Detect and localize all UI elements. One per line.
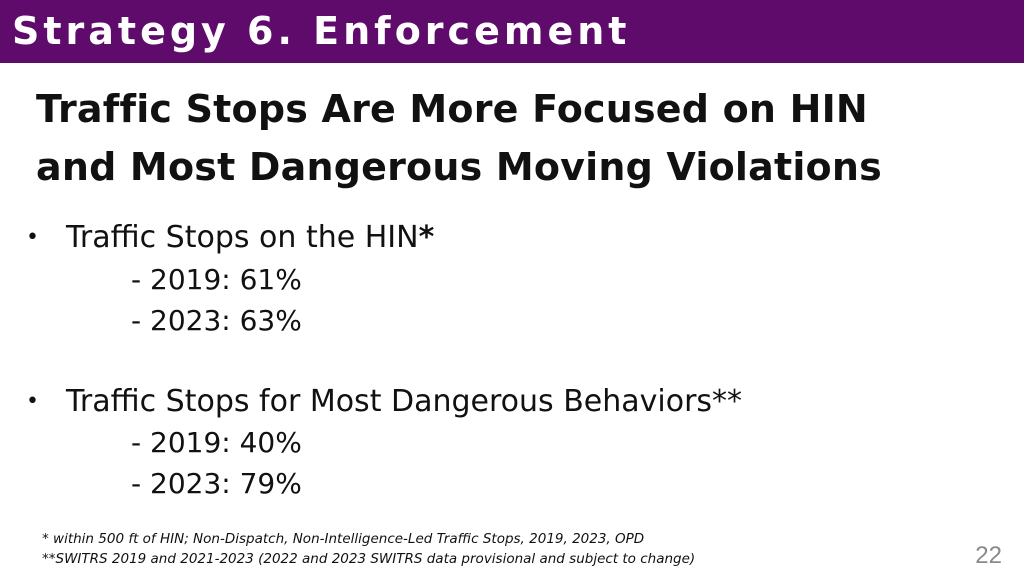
- section-title: Strategy 6. Enforcement: [12, 9, 631, 53]
- sub-item-behaviors-2023: - 2023: 79%: [131, 467, 302, 500]
- slide-title-line-1: Traffic Stops Are More Focused on HIN: [36, 87, 868, 131]
- sub-item-behaviors-2019: - 2019: 40%: [131, 426, 302, 459]
- sub-item-hin-2019: - 2019: 61%: [131, 263, 302, 296]
- slide-title: Traffic Stops Are More Focused on HIN an…: [36, 80, 1006, 196]
- bullet-hin-stops: • Traffic Stops on the HIN*: [26, 218, 434, 258]
- bullet-text: Traffic Stops for Most Dangerous Behavio…: [66, 384, 742, 419]
- page-number: 22: [975, 542, 1002, 569]
- footnote-switrs: **SWITRS 2019 and 2021-2023 (2022 and 20…: [42, 551, 696, 567]
- bullet-marker: •: [26, 389, 39, 414]
- bullet-marker: •: [26, 225, 39, 250]
- footnote-hin: * within 500 ft of HIN; Non-Dispatch, No…: [42, 531, 645, 547]
- sub-item-hin-2023: - 2023: 63%: [131, 304, 302, 337]
- slide-title-line-2: and Most Dangerous Moving Violations: [36, 145, 882, 189]
- bullet-dangerous-behaviors: • Traffic Stops for Most Dangerous Behavi…: [26, 382, 742, 422]
- bullet-label: Traffic Stops for Most Dangerous Behavio…: [66, 384, 743, 419]
- bullet-footnote-mark: *: [418, 220, 435, 255]
- bullet-text: Traffic Stops on the HIN*: [66, 220, 434, 255]
- bullet-label: Traffic Stops on the HIN: [66, 220, 419, 255]
- header-bar: Strategy 6. Enforcement: [0, 0, 1024, 63]
